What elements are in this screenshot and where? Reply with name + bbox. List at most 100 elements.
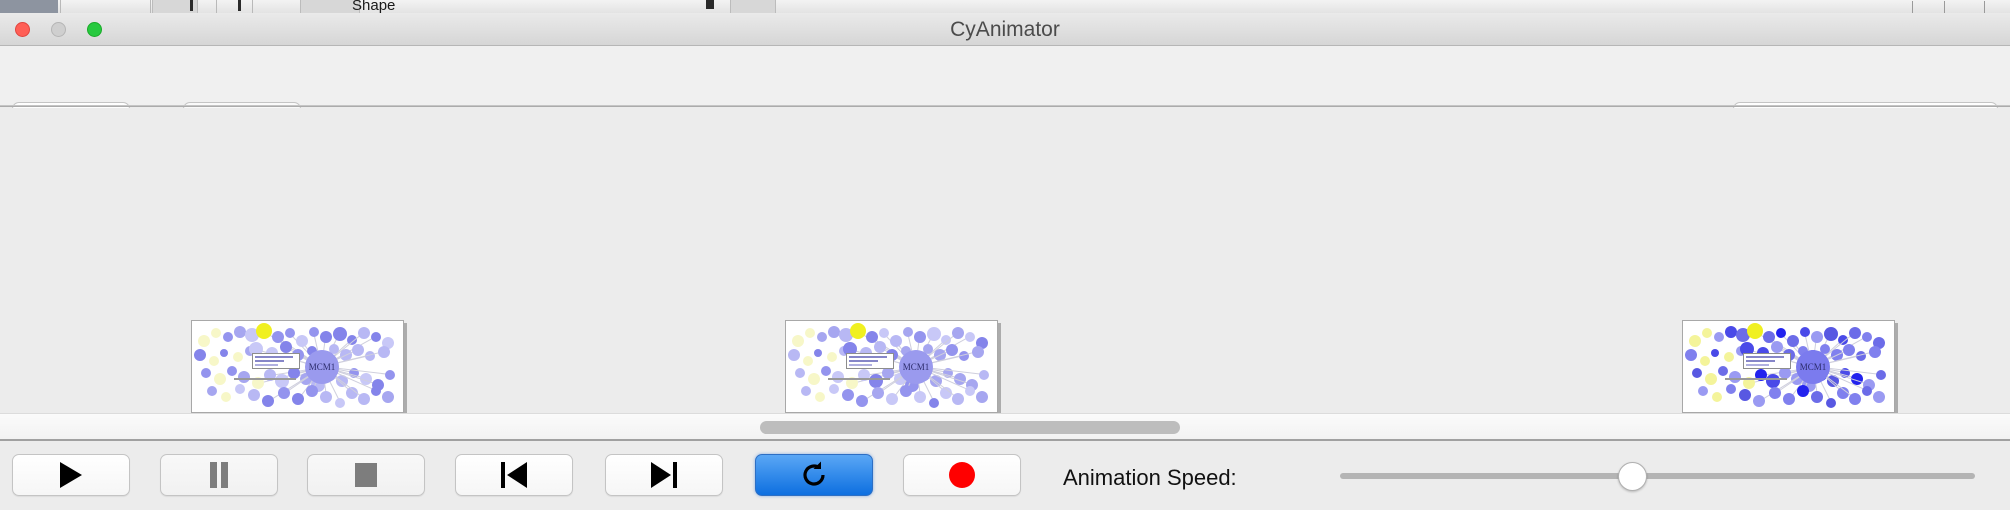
- network-node: [803, 356, 813, 366]
- network-node: [275, 374, 289, 388]
- network-node: [1698, 386, 1708, 396]
- background-tab: [0, 0, 58, 13]
- network-node: [1705, 373, 1717, 385]
- network-node: [320, 391, 332, 403]
- network-node: [1797, 385, 1809, 397]
- network-node: [1876, 370, 1886, 380]
- skip-to-start-button[interactable]: [455, 454, 573, 496]
- cyanimator-window: Shape CyAnimator Clear All Frames: [0, 0, 2010, 510]
- network-node: [309, 327, 319, 337]
- network-node: [235, 384, 245, 394]
- network-node: [805, 328, 815, 338]
- next-icon: [651, 462, 677, 488]
- window-title: CyAnimator: [0, 13, 2010, 46]
- network-node: [817, 332, 827, 342]
- network-node: [1729, 371, 1741, 383]
- network-node: [815, 392, 825, 402]
- loop-button[interactable]: [755, 454, 873, 496]
- network-node: [788, 349, 800, 361]
- skip-to-end-button[interactable]: [605, 454, 723, 496]
- network-node: [1718, 366, 1728, 376]
- network-node: [285, 328, 295, 338]
- network-node: [979, 370, 989, 380]
- network-node: [248, 389, 260, 401]
- network-node: [965, 386, 975, 396]
- network-hub-node: MCM1: [305, 350, 339, 384]
- network-node: [1726, 384, 1736, 394]
- stop-icon: [355, 463, 377, 487]
- network-node: [1862, 386, 1872, 396]
- scrollbar-thumb[interactable]: [760, 421, 1180, 434]
- network-hub-node: MCM1: [899, 350, 933, 384]
- network-graph-preview: MCM1: [788, 323, 995, 410]
- timeline-scrollbar[interactable]: [0, 413, 2010, 441]
- network-node: [209, 356, 219, 366]
- network-node: [385, 370, 395, 380]
- network-node: [333, 327, 347, 341]
- network-node: [1700, 356, 1710, 366]
- network-node: [1689, 335, 1701, 347]
- record-button[interactable]: [903, 454, 1021, 496]
- play-button[interactable]: [12, 454, 130, 496]
- timeline-panel[interactable]: MCM1MCM1MCM1 2131415161718 Seconds: [0, 108, 2010, 413]
- network-node: [952, 393, 964, 405]
- network-node: [358, 393, 370, 405]
- network-node: [1800, 327, 1810, 337]
- network-node: [869, 374, 883, 388]
- network-graph-preview: MCM1: [1685, 323, 1892, 410]
- timeline-frame-thumbnail[interactable]: MCM1: [785, 320, 998, 413]
- network-node: [238, 371, 250, 383]
- timeline-frame-thumbnail[interactable]: MCM1: [1682, 320, 1895, 413]
- network-node: [223, 332, 233, 342]
- network-node: [1849, 393, 1861, 405]
- network-node: [952, 327, 964, 339]
- network-node: [972, 346, 984, 358]
- network-node: [214, 373, 226, 385]
- prev-icon: [501, 462, 527, 488]
- network-node: [280, 341, 292, 353]
- network-node: [832, 371, 844, 383]
- network-node: [296, 335, 308, 347]
- network-node: [903, 327, 913, 337]
- network-node: [946, 344, 958, 356]
- network-node: [262, 395, 274, 407]
- network-node: [227, 366, 237, 376]
- network-node: [306, 385, 318, 397]
- stop-button[interactable]: [307, 454, 425, 496]
- network-node: [371, 332, 381, 342]
- timeline-frame-thumbnail[interactable]: MCM1: [191, 320, 404, 413]
- network-node: [198, 335, 210, 347]
- network-node: [814, 349, 822, 357]
- network-node: [1714, 332, 1724, 342]
- network-node: [1783, 393, 1795, 405]
- network-node: [827, 352, 837, 362]
- network-node: [382, 391, 394, 403]
- animation-speed-slider-thumb[interactable]: [1618, 462, 1647, 491]
- network-node: [1826, 398, 1836, 408]
- network-node: [320, 331, 332, 343]
- network-node: [1849, 327, 1861, 339]
- network-tooltip: [1743, 353, 1791, 369]
- network-node: [211, 328, 221, 338]
- network-tooltip: [846, 353, 894, 369]
- animation-speed-slider[interactable]: [1340, 473, 1975, 479]
- network-node: [842, 389, 854, 401]
- network-node: [220, 349, 228, 357]
- background-window-strip: Shape: [0, 0, 2010, 13]
- pause-button[interactable]: [160, 454, 278, 496]
- network-node: [914, 331, 926, 343]
- network-node: [221, 392, 231, 402]
- network-caption: [234, 378, 296, 380]
- network-node: [358, 327, 370, 339]
- pause-icon: [209, 462, 229, 488]
- network-node: [808, 373, 820, 385]
- network-node: [1776, 328, 1786, 338]
- network-node: [1787, 335, 1799, 347]
- network-node: [1811, 391, 1823, 403]
- network-node: [256, 323, 272, 339]
- network-node: [856, 395, 868, 407]
- network-node: [233, 352, 243, 362]
- network-node: [1692, 368, 1702, 378]
- network-graph-preview: MCM1: [194, 323, 401, 410]
- network-node: [1771, 341, 1783, 353]
